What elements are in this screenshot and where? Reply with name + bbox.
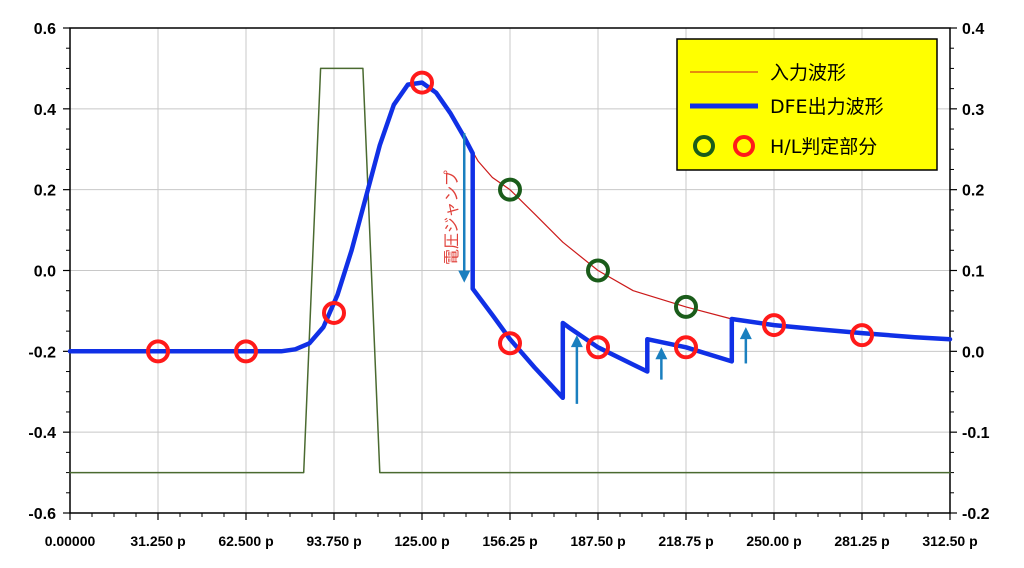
judge-point-red bbox=[234, 339, 258, 364]
axes: 0.00000 31.250 p 62.500 p 93.750 p 125.00 p 1… bbox=[28, 21, 989, 549]
x-tick-label: 62.500 p bbox=[218, 533, 273, 549]
x-tick-label: 250.00 p bbox=[746, 533, 801, 549]
x-tick-label: 156.25 p bbox=[482, 533, 537, 549]
x-tick-label: 31.250 p bbox=[130, 533, 185, 549]
judge-point-red bbox=[586, 335, 610, 360]
y-right-tick-label: 0.3 bbox=[962, 102, 984, 119]
x-tick-label: 312.50 p bbox=[922, 533, 977, 549]
voltage-jump-arrowhead bbox=[570, 335, 583, 348]
legend-green-circle bbox=[693, 135, 715, 157]
x-tick-label: 218.75 p bbox=[658, 533, 713, 549]
y-right-tick-label: 0.2 bbox=[962, 183, 984, 200]
voltage-jump-arrowhead bbox=[458, 270, 471, 283]
y-right-tick-label: 0.0 bbox=[962, 344, 984, 361]
judge-point-red bbox=[410, 70, 434, 95]
judge-point-green bbox=[498, 177, 522, 202]
judge-point-red bbox=[322, 300, 346, 325]
legend-dfe-label: DFE出力波形 bbox=[770, 96, 884, 118]
y-right-tick-label: 0.1 bbox=[962, 264, 984, 281]
y-left-tick-label: -0.6 bbox=[28, 506, 56, 523]
legend-judge-label: H/L判定部分 bbox=[770, 136, 877, 158]
y-right-tick-label: -0.2 bbox=[962, 506, 990, 523]
pulse-waveform-line bbox=[69, 67, 951, 474]
judge-point-red bbox=[146, 339, 170, 364]
judge-point-red bbox=[498, 331, 522, 356]
y-left-tick-label: 0.2 bbox=[34, 183, 56, 200]
legend-red-circle bbox=[733, 135, 755, 157]
annotation-layer bbox=[458, 133, 752, 404]
x-tick-label: 125.00 p bbox=[394, 533, 449, 549]
judge-point-green bbox=[674, 294, 698, 319]
judge-point-red bbox=[850, 323, 874, 348]
voltage-jump-annotation: 電圧ジャンプ bbox=[442, 170, 461, 265]
x-tick-label: 93.750 p bbox=[306, 533, 361, 549]
markers-layer bbox=[146, 70, 874, 364]
judge-point-green bbox=[586, 258, 610, 283]
y-left-tick-label: 0.6 bbox=[34, 21, 56, 38]
legend: 入力波形 DFE出力波形 H/L判定部分 bbox=[676, 38, 938, 171]
x-tick-label: 187.50 p bbox=[570, 533, 625, 549]
x-tick-label: 281.25 p bbox=[834, 533, 889, 549]
y-left-tick-label: -0.4 bbox=[28, 425, 56, 442]
y-right-tick-label: -0.1 bbox=[962, 425, 990, 442]
y-left-tick-label: -0.2 bbox=[28, 344, 56, 361]
judge-point-red bbox=[762, 313, 786, 338]
judge-point-red bbox=[674, 335, 698, 360]
y-left-tick-label: 0.4 bbox=[34, 102, 56, 119]
voltage-jump-arrowhead bbox=[655, 347, 668, 360]
x-tick-label: 0.00000 bbox=[45, 533, 96, 549]
voltage-jump-arrowhead bbox=[739, 327, 752, 340]
y-right-tick-label: 0.4 bbox=[962, 21, 984, 38]
plot-frame bbox=[69, 27, 951, 514]
y-left-tick-label: 0.0 bbox=[34, 264, 56, 281]
dfe-output-line bbox=[67, 80, 953, 401]
legend-input-label: 入力波形 bbox=[770, 62, 846, 84]
